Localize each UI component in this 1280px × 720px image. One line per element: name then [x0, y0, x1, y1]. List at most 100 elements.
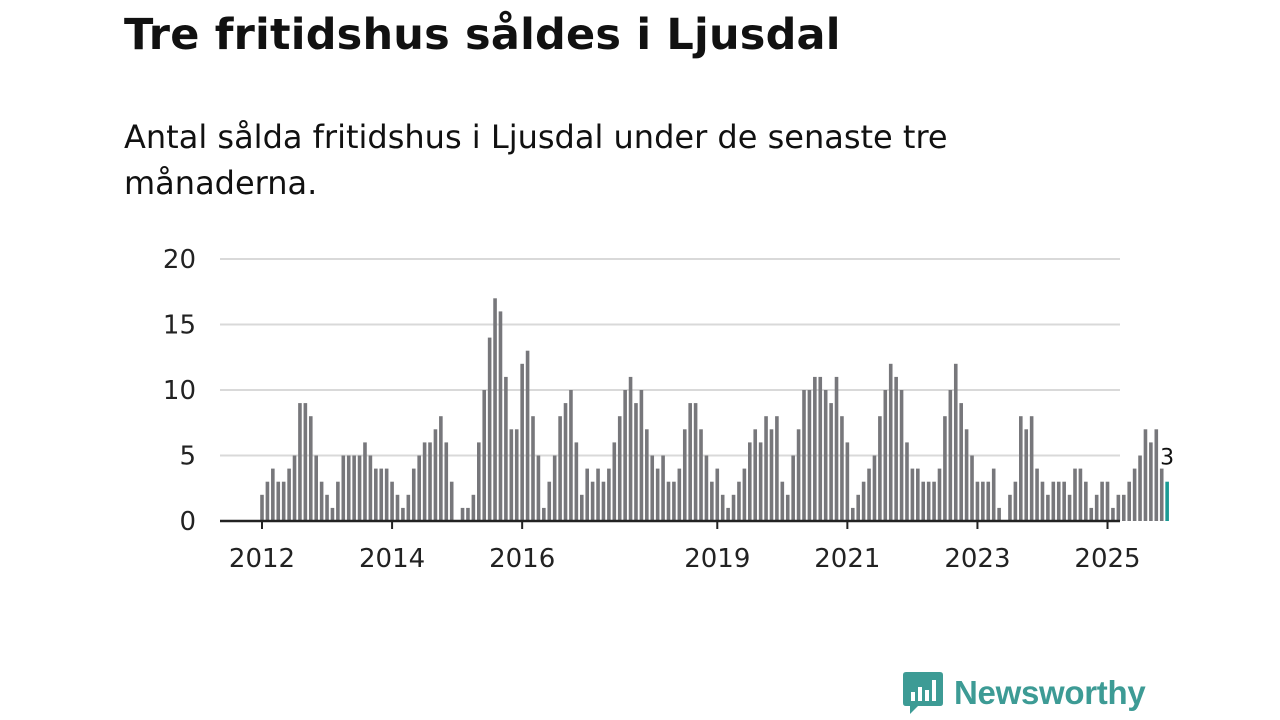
bar	[547, 481, 552, 521]
bar	[997, 507, 1001, 521]
bar	[878, 416, 882, 521]
x-tick-label: 2019	[684, 544, 750, 574]
bar	[428, 442, 432, 521]
bar	[704, 455, 709, 521]
bar	[493, 298, 497, 521]
bar	[753, 429, 758, 521]
bar	[579, 494, 584, 521]
bar	[807, 390, 812, 521]
bar	[363, 442, 367, 521]
bar	[634, 403, 638, 521]
bar	[1056, 481, 1061, 521]
bar	[639, 390, 644, 521]
bar	[574, 442, 579, 521]
bar	[460, 507, 465, 521]
bar	[1013, 481, 1018, 521]
bar	[1154, 429, 1159, 521]
bar	[1067, 494, 1072, 521]
bar	[899, 390, 904, 521]
bar	[623, 390, 627, 521]
bar	[1127, 481, 1131, 521]
bar	[303, 403, 308, 521]
bar	[466, 507, 470, 521]
bar	[607, 468, 611, 521]
bar	[666, 481, 671, 521]
bar	[916, 468, 920, 521]
bar	[682, 429, 687, 521]
x-tick-label: 2023	[944, 544, 1010, 574]
bar	[964, 429, 969, 521]
newsworthy-logo[interactable]: Newsworthy	[902, 670, 1146, 716]
y-tick-label: 15	[163, 311, 196, 341]
bar	[910, 468, 915, 521]
bar	[374, 468, 378, 521]
bar	[536, 455, 541, 521]
bar	[395, 494, 400, 521]
bar	[1105, 481, 1110, 521]
bar	[688, 403, 692, 521]
chart-subtitle: Antal sålda fritidshus i Ljusdal under d…	[124, 118, 948, 202]
bar	[265, 481, 270, 521]
bar	[1138, 455, 1142, 521]
bar	[569, 390, 573, 521]
bar	[791, 455, 795, 521]
bar	[720, 494, 725, 521]
y-tick-label: 10	[163, 376, 196, 406]
bar	[850, 507, 855, 521]
bar	[596, 468, 600, 521]
bar	[444, 442, 449, 521]
bar	[292, 455, 297, 521]
bar	[287, 468, 291, 521]
bar	[731, 494, 736, 521]
bar	[802, 390, 806, 521]
bar	[509, 429, 514, 521]
bar	[867, 468, 871, 521]
bar	[883, 390, 888, 521]
bar	[775, 416, 779, 521]
bar	[422, 442, 427, 521]
bar	[411, 468, 416, 521]
bar	[785, 494, 790, 521]
bar	[504, 376, 508, 521]
bar	[818, 376, 823, 521]
bar	[758, 442, 763, 521]
x-tick-label: 2012	[229, 544, 295, 574]
bar	[737, 481, 741, 521]
bar	[271, 468, 275, 521]
bar	[1143, 429, 1148, 521]
newsworthy-logo-icon	[903, 672, 943, 714]
bar	[888, 363, 893, 521]
bar	[617, 416, 622, 521]
bar	[872, 455, 877, 521]
bar	[677, 468, 682, 521]
bar	[585, 468, 589, 521]
bar	[325, 494, 329, 521]
bar	[742, 468, 747, 521]
bar	[650, 455, 655, 521]
bar	[710, 481, 714, 521]
x-tick-label: 2025	[1074, 544, 1140, 574]
bar	[346, 455, 351, 521]
bar	[477, 442, 481, 521]
bar	[726, 507, 730, 521]
bar	[314, 455, 318, 521]
bar-chart: 0 5 10 15 20 2012 2014 2016 2019 2021 2023 2025 3	[162, 245, 1175, 574]
bar	[991, 468, 996, 521]
bar	[520, 363, 524, 521]
bar	[861, 481, 866, 521]
bar	[563, 403, 568, 521]
bar	[937, 468, 942, 521]
bar	[1132, 468, 1137, 521]
bar	[1040, 481, 1045, 521]
bar	[401, 507, 405, 521]
y-axis-ticks: 0 5 10 15 20	[163, 245, 196, 537]
bar	[487, 337, 492, 521]
bar	[1094, 494, 1099, 521]
bar	[796, 429, 801, 521]
bar	[1149, 442, 1153, 521]
bar	[1051, 481, 1056, 521]
bar	[645, 429, 649, 521]
bar	[894, 376, 898, 521]
bar	[1024, 429, 1029, 521]
bar	[823, 390, 828, 521]
